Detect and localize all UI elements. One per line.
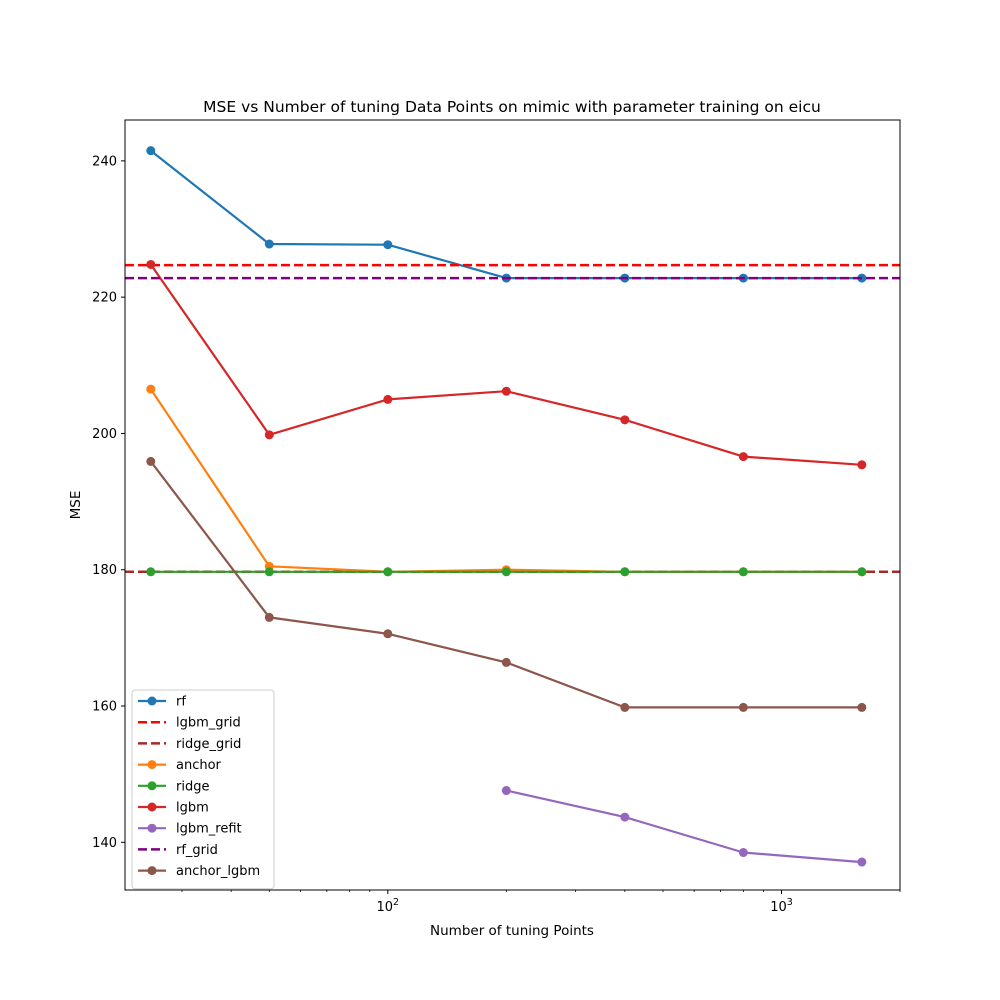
legend-item-anchor_lgbm: anchor_lgbm — [138, 864, 260, 879]
y-tick-label: 200 — [92, 427, 117, 442]
y-axis-label: MSE — [68, 491, 84, 520]
axis-ticks: 140 160 180 200 220 240 102 103 — [92, 154, 901, 915]
chart-title: MSE vs Number of tuning Data Points on m… — [203, 98, 821, 116]
legend-label: lgbm_refit — [176, 822, 242, 837]
series-ridge-point — [501, 567, 511, 577]
legend-marker — [147, 760, 157, 770]
series-lgbm_refit-point — [857, 857, 867, 867]
x-axis-label: Number of tuning Points — [430, 923, 594, 939]
legend-label: anchor — [176, 758, 222, 773]
series-lgbm_refit-point — [738, 848, 748, 858]
series-rf-point — [383, 240, 393, 250]
series-anchor_lgbm-point — [383, 629, 393, 639]
series-ridge-point — [383, 567, 393, 577]
series-ridge-point — [857, 567, 867, 577]
series-rf-point — [146, 146, 156, 156]
legend-label: ridge_grid — [176, 737, 241, 752]
y-tick-label: 240 — [92, 154, 117, 169]
series-anchor_lgbm-point — [501, 657, 511, 667]
plot-frame — [124, 119, 901, 891]
y-tick-label: 220 — [92, 291, 117, 306]
legend-item-lgbm_grid: lgbm_grid — [138, 716, 241, 731]
legend-label: rf_grid — [176, 843, 218, 858]
legend-label: rf — [176, 695, 186, 710]
series-lgbm-point — [738, 452, 748, 462]
series-lgbm_refit-point — [501, 786, 511, 796]
legend-box — [131, 689, 275, 890]
series-lgbm_refit-line — [506, 789, 862, 864]
series-anchor_lgbm-point — [264, 612, 274, 622]
x-tick-label: 103 — [770, 897, 793, 915]
series-ridge-point — [146, 567, 156, 577]
y-tick-label: 140 — [92, 836, 117, 851]
series-lgbm-point — [146, 259, 156, 269]
series-anchor-point — [146, 384, 156, 394]
legend-item-lgbm: lgbm — [138, 801, 209, 816]
legend-marker — [147, 802, 157, 812]
series-ridge-point — [264, 567, 274, 577]
legend-label: anchor_lgbm — [176, 864, 260, 879]
series-lgbm-point — [264, 430, 274, 440]
series-lgbm-point — [383, 394, 393, 404]
y-tick-label: 180 — [92, 563, 117, 578]
series-lgbm-point — [501, 386, 511, 396]
legend-item-ridge_grid: ridge_grid — [138, 737, 241, 752]
legend-marker — [147, 866, 157, 876]
x-tick-label: 102 — [377, 897, 400, 915]
legend-label: lgbm — [176, 801, 209, 816]
legend-item-rf: rf — [138, 695, 186, 710]
series-ridge-point — [738, 567, 748, 577]
legend-label: ridge — [176, 779, 209, 794]
series-anchor_lgbm-point — [620, 702, 630, 712]
legend-item-ridge: ridge — [138, 779, 209, 794]
series-rf-point — [264, 239, 274, 249]
series-ridge-point — [620, 567, 630, 577]
y-tick-label: 160 — [92, 700, 117, 715]
legend-item-lgbm_refit: lgbm_refit — [138, 822, 242, 837]
series-anchor_lgbm-point — [146, 456, 156, 466]
legend-marker — [147, 823, 157, 833]
series-lgbm-point — [857, 460, 867, 470]
plot-lines — [125, 146, 900, 867]
legend-item-rf_grid: rf_grid — [138, 843, 218, 858]
series-anchor_lgbm-point — [738, 702, 748, 712]
legend-item-anchor: anchor — [138, 758, 222, 773]
series-lgbm_refit-point — [620, 812, 630, 822]
series-lgbm-point — [620, 415, 630, 425]
legend-label: lgbm_grid — [176, 716, 241, 731]
series-anchor_lgbm-point — [857, 702, 867, 712]
legend-marker — [147, 781, 157, 791]
legend-marker — [147, 696, 157, 706]
